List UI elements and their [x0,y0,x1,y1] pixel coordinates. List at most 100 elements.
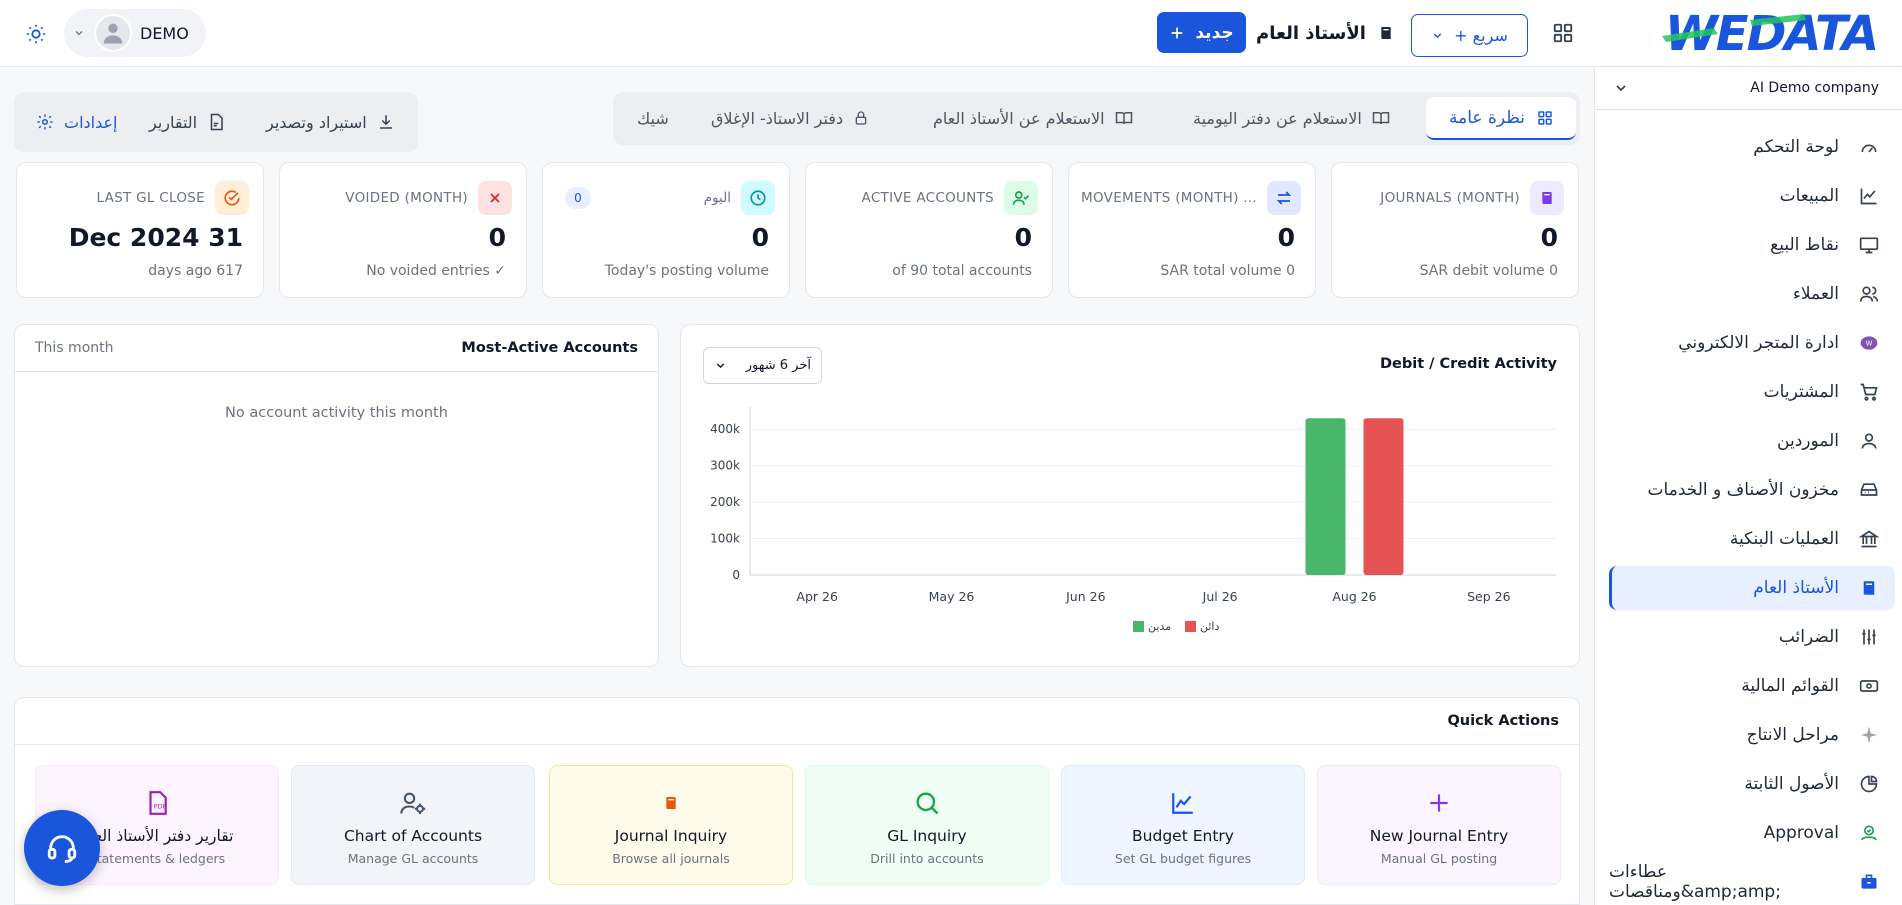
quick-action-subtitle: Manual GL posting [1380,851,1498,866]
x-tick-label: Sep 26 [1467,589,1510,604]
y-tick-label: 400k [710,422,740,436]
sidebar-item-4[interactable]: ادارة المتجر الالكتروني W [1609,321,1895,365]
banknote-icon [1857,674,1881,698]
quick-button-label: + سريع [1454,26,1508,45]
quick-action-subtitle: Manage GL accounts [347,851,479,866]
sidebar-item-13[interactable]: الأصول الثابتة [1609,762,1895,806]
sidebar-item-5[interactable]: المشتريات [1609,370,1895,414]
sidebar-item-6[interactable]: الموردين [1609,419,1895,463]
sidebar-item-2[interactable]: نقاط البيع [1609,223,1895,267]
quick-action-title: Budget Entry [1132,827,1234,845]
open-book-icon [1115,112,1132,125]
y-tick-label: 300k [710,459,740,473]
grid-icon [1538,110,1552,125]
user-menu[interactable]: DEMO [64,9,206,57]
bar-credit [1363,418,1404,575]
quick-action-0[interactable]: New Journal Entry Manual GL posting [1317,765,1561,885]
ledger-book-icon [1381,27,1391,39]
stat-value: Dec 2024 31 [68,223,243,252]
sidebar-item-10[interactable]: الضرائب [1609,615,1895,659]
sidebar-item-label: عطاءات ومناقصات&amp;amp; [1609,862,1781,902]
tab-gl-inquiry[interactable]: الاستعلام عن الأستاذ العام [933,104,1133,132]
stat-card-3: اليوم 0 Today's posting volume 0 [542,162,790,298]
company-selector[interactable]: AI Demo company [1595,67,1902,110]
chevron-down-icon [1616,85,1626,92]
clock-icon [741,181,775,215]
quick-action-3[interactable]: Journal Inquiry Browse all journals [549,765,793,885]
quick-action-subtitle: Browse all journals [612,851,730,866]
pdf-file-icon [210,113,223,131]
pie-icon [1857,772,1881,796]
sidebar-item-15[interactable]: عطاءات ومناقصات&amp;amp; [1609,860,1895,904]
headset-icon [47,835,77,863]
theme-toggle-button[interactable] [22,20,50,48]
pdf-icon: PDF [142,788,172,818]
sidebar-item-1[interactable]: المبيعات [1609,174,1895,218]
stat-card-4: VOIDED (MONTH) 0 No voided entries ✓ [279,162,527,298]
sidebar-item-12[interactable]: مراحل الانتاج [1609,713,1895,757]
tab-ledger-close[interactable]: دفتر الاستاذ- الإغلاق [711,104,869,132]
quick-button[interactable]: + سريع [1411,14,1528,57]
support-chat-button[interactable] [24,810,100,886]
sidebar-item-11[interactable]: القوائم المالية [1609,664,1895,708]
sidebar-item-label: الأستاذ العام [1753,578,1839,598]
import-export-button[interactable]: استيراد وتصدير [266,109,395,135]
line-chart-icon [1857,184,1881,208]
lock-icon [855,111,867,125]
sidebar-item-14[interactable]: Approval [1609,811,1895,855]
plus-icon [1172,27,1183,38]
sidebar-item-8[interactable]: العمليات البنكية [1609,517,1895,561]
sidebar-item-7[interactable]: مخزون الأصناف و الخدمات [1609,468,1895,512]
apps-grid-button[interactable] [1550,20,1576,46]
most-active-accounts-card: This month Most-Active Accounts No accou… [14,324,659,667]
tab-overview[interactable]: نظرة عامة [1426,97,1576,140]
quick-action-2[interactable]: GL Inquiry Drill into accounts [805,765,1049,885]
new-button[interactable]: جديد [1157,12,1246,53]
quick-actions-title: Quick Actions [15,698,1579,745]
x-tick-label: Aug 26 [1332,589,1376,604]
reports-button[interactable]: التقارير [149,109,225,135]
y-tick-label: 0 [732,568,740,582]
plus-icon [1424,788,1454,818]
stat-badge: 0 [565,187,591,209]
stat-label: ACTIVE ACCOUNTS [861,190,994,206]
brand-logo: WEDATA [1654,6,1889,62]
stat-value: 0 [488,223,506,252]
tab-ledger-close-label: دفتر الاستاذ- الإغلاق [711,108,844,128]
quick-action-title: تقارير دفتر الأستاذ العام [80,827,234,845]
sidebar-item-label: الضرائب [1778,627,1839,647]
speedometer-icon [1857,135,1881,159]
tab-journal-inquiry[interactable]: الاستعلام عن دفتر اليومية [1193,104,1390,132]
stat-subtext: of 90 total accounts [892,263,1032,279]
monitor-icon [1857,233,1881,257]
quick-action-1[interactable]: Budget Entry Set GL budget figures [1061,765,1305,885]
tab-cheque[interactable]: شيك [637,104,669,132]
sidebar-item-label: الموردين [1777,431,1839,451]
stat-value: 0 [1540,223,1558,252]
avatar [94,14,132,52]
sidebar-item-label: لوحة التحكم [1753,137,1839,157]
sidebar-item-9[interactable]: الأستاذ العام [1609,566,1895,610]
tab-cheque-label: شيك [637,108,669,128]
user-icon [1857,429,1881,453]
gear-icon [37,114,53,130]
settings-button[interactable]: إعدادات [36,109,117,135]
toolbar-actions: إعدادات التقارير استيراد وتصدير [14,92,418,152]
debit-credit-chart-card: 0 100k 200k 300k 400k Apr 26 May 26 Jun 26 Jul 2… [680,324,1580,667]
chart-title: Debit / Credit Activity [1379,356,1557,372]
ledger-book-icon [1857,576,1881,600]
quick-action-4[interactable]: Chart of Accounts Manage GL accounts [291,765,535,885]
sidebar-item-3[interactable]: العملاء [1609,272,1895,316]
stat-subtext: No voided entries ✓ [366,263,506,279]
stat-label: MOVEMENTS (MONTH) ... [1081,190,1257,206]
sidebar-item-label: الأصول الثابتة [1744,774,1839,794]
stat-card-2: ACTIVE ACCOUNTS 0 of 90 total accounts [805,162,1053,298]
sidebar-item-0[interactable]: لوحة التحكم [1609,125,1895,169]
sidebar-item-label: المشتريات [1763,382,1839,402]
x-tick-label: Jun 26 [1065,589,1105,604]
stat-label: LAST GL CLOSE [96,190,205,206]
range-select[interactable]: آخر 6 شهور [703,347,822,384]
swap-icon [1267,181,1301,215]
quick-action-subtitle: Drill into accounts [870,851,984,866]
legend-label: دائن [1200,620,1219,633]
